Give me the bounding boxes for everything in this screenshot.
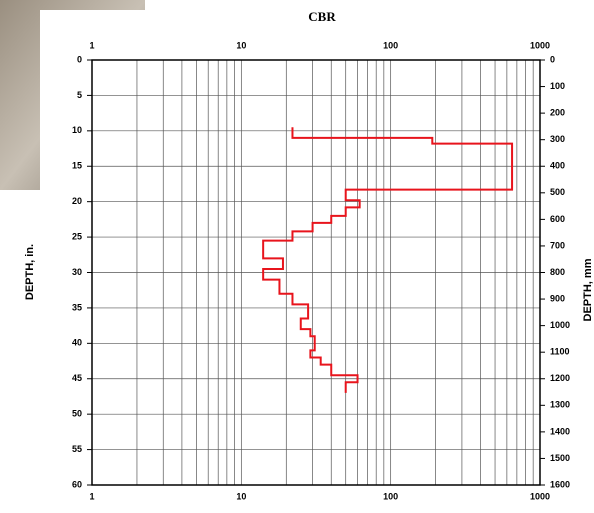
y2-tick-label: 1000 xyxy=(550,320,570,330)
y-tick-label: 30 xyxy=(72,267,82,277)
y2-tick-label: 1500 xyxy=(550,453,570,463)
x-tick-label: 10 xyxy=(236,491,246,501)
y-tick-label: 15 xyxy=(72,161,82,171)
y-axis-label: DEPTH, in. xyxy=(24,244,36,300)
y2-tick-label: 800 xyxy=(550,267,565,277)
y2-tick-label: 1200 xyxy=(550,373,570,383)
y-tick-label: 5 xyxy=(77,90,82,100)
y2-tick-label: 700 xyxy=(550,240,565,250)
chart-title: CBR xyxy=(308,9,336,24)
y2-tick-label: 300 xyxy=(550,134,565,144)
x-tick-label: 1 xyxy=(89,491,94,501)
y2-tick-label: 500 xyxy=(550,187,565,197)
y-tick-label: 20 xyxy=(72,196,82,206)
chart-panel xyxy=(40,10,594,508)
y-tick-label: 50 xyxy=(72,409,82,419)
y-tick-label: 35 xyxy=(72,302,82,312)
y2-tick-label: 200 xyxy=(550,108,565,118)
y2-tick-label: 0 xyxy=(550,54,555,64)
x-tick-label: 100 xyxy=(383,491,398,501)
y-tick-label: 55 xyxy=(72,444,82,454)
y2-tick-label: 400 xyxy=(550,161,565,171)
y-tick-label: 45 xyxy=(72,373,82,383)
x-tick-label: 1000 xyxy=(530,40,550,50)
y2-tick-label: 1600 xyxy=(550,479,570,489)
y-tick-label: 10 xyxy=(72,125,82,135)
y2-tick-label: 100 xyxy=(550,81,565,91)
y-tick-label: 25 xyxy=(72,231,82,241)
x-tick-label: 1 xyxy=(89,40,94,50)
x-tick-label: 1000 xyxy=(530,491,550,501)
y2-tick-label: 1300 xyxy=(550,400,570,410)
y2-tick-label: 1100 xyxy=(550,347,570,357)
y-tick-label: 40 xyxy=(72,338,82,348)
y2-tick-label: 1400 xyxy=(550,426,570,436)
y2-tick-label: 600 xyxy=(550,214,565,224)
y2-axis-label: DEPTH, mm xyxy=(582,258,594,321)
x-tick-label: 100 xyxy=(383,40,398,50)
y-tick-label: 60 xyxy=(72,479,82,489)
y-tick-label: 0 xyxy=(77,54,82,64)
x-tick-label: 10 xyxy=(236,40,246,50)
chart: CBR DEPTH, in. DEPTH, mm 111010100100100… xyxy=(0,0,594,508)
y2-tick-label: 900 xyxy=(550,293,565,303)
